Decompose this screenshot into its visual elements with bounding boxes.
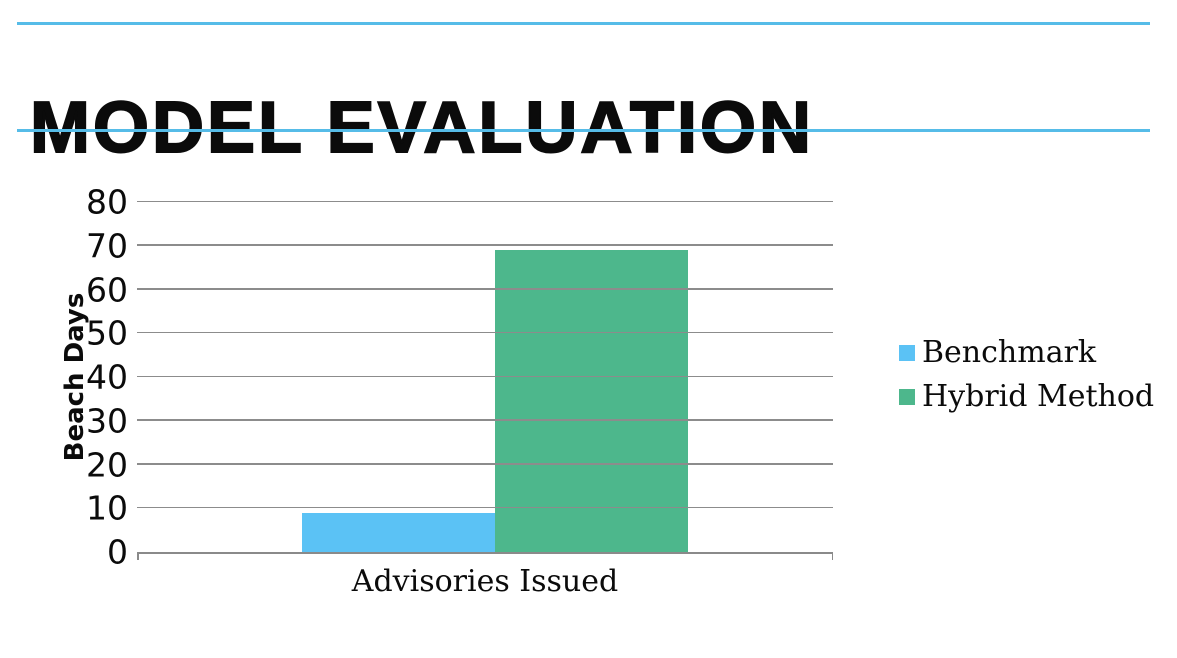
legend-item: Hybrid Method [899,375,1154,419]
bar-benchmark [302,512,495,552]
legend-swatch-icon [899,345,915,361]
title-underline-rule [17,129,1150,132]
x-axis-right-tick [831,552,833,560]
y-tick-label: 70 [86,226,128,266]
gridline [137,375,833,377]
bars-group [302,202,688,552]
y-tick-label: 30 [86,401,128,441]
y-axis-ticks: 0 10 20 30 40 50 60 70 80 [40,186,128,569]
gridline [137,419,833,421]
gridline [137,288,833,290]
x-axis-left-tick [137,552,139,560]
gridline [137,244,833,246]
gridline [137,506,833,509]
plot-area [137,200,833,560]
x-axis-title: Advisories Issued [351,564,619,599]
gridline [137,463,833,465]
y-tick-label: 80 [86,182,128,222]
y-tick-label: 40 [86,357,128,397]
y-tick-label: 10 [86,488,128,528]
y-tick-label: 20 [86,445,128,484]
top-accent-rule [17,22,1150,25]
y-tick-label: 50 [86,313,128,353]
legend: Benchmark Hybrid Method [899,331,1154,419]
y-tick-label: 0 [107,532,128,572]
y-tick-label: 60 [86,270,128,309]
legend-swatch-icon [899,389,915,405]
gridline [137,200,833,202]
legend-item: Benchmark [899,331,1154,375]
bar-hybrid-method [495,250,688,552]
page-title: MODEL EVALUATION [29,88,814,169]
legend-label: Hybrid Method [922,379,1155,414]
gridline [137,331,833,334]
legend-label: Benchmark [922,335,1097,370]
